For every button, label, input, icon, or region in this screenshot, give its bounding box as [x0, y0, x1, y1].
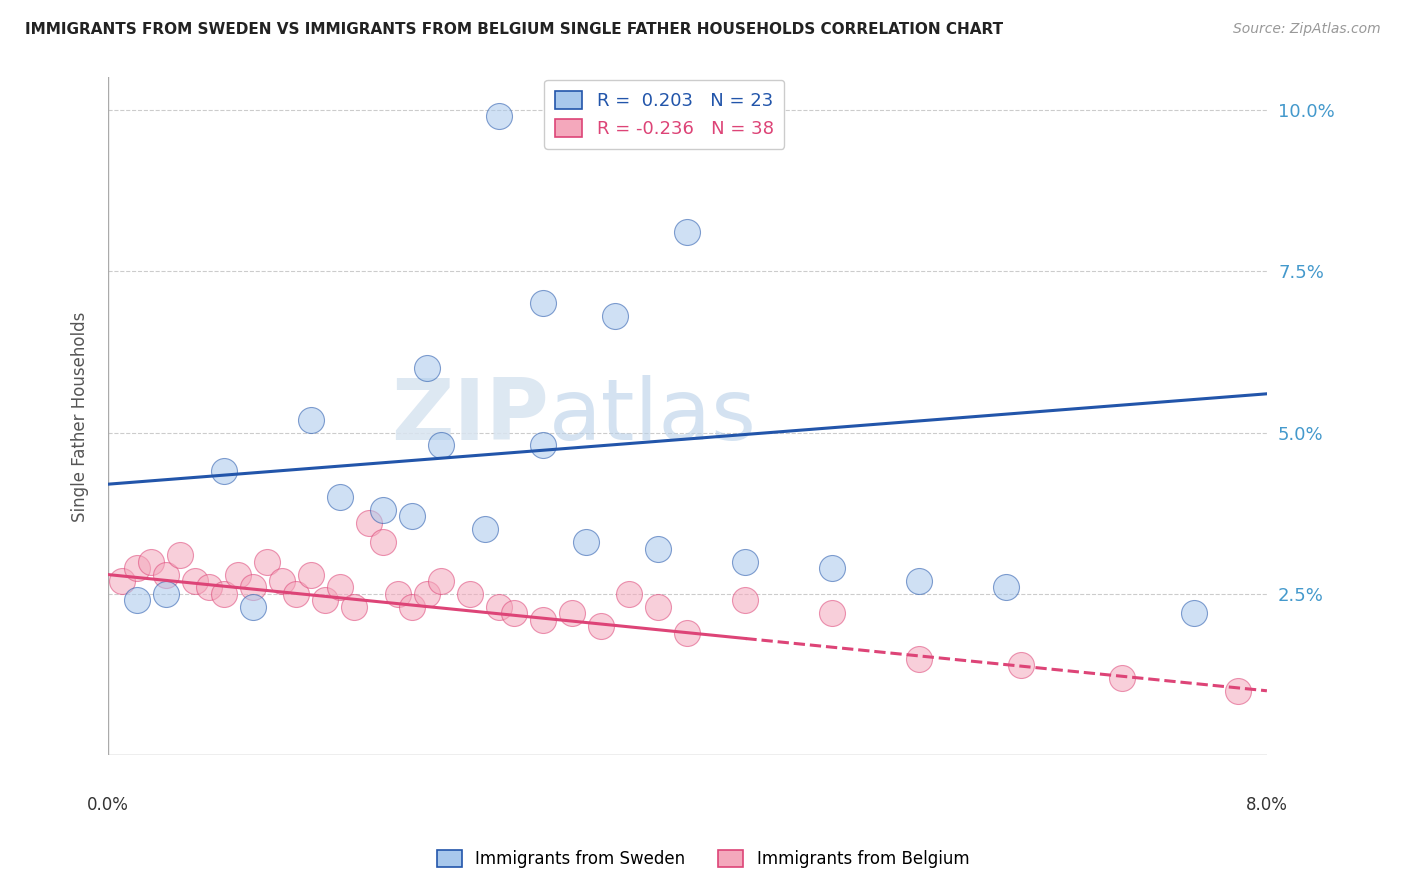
Text: IMMIGRANTS FROM SWEDEN VS IMMIGRANTS FROM BELGIUM SINGLE FATHER HOUSEHOLDS CORRE: IMMIGRANTS FROM SWEDEN VS IMMIGRANTS FRO…: [25, 22, 1004, 37]
Point: [1010, 657, 1032, 672]
Point: [415, 361, 437, 376]
Point: [125, 561, 148, 575]
Text: atlas: atlas: [548, 375, 756, 458]
Point: [676, 226, 699, 240]
Point: [908, 574, 931, 588]
Point: [198, 581, 221, 595]
Point: [734, 555, 756, 569]
Point: [169, 548, 191, 562]
Point: [184, 574, 207, 588]
Point: [589, 619, 612, 633]
Point: [373, 503, 395, 517]
Point: [908, 651, 931, 665]
Y-axis label: Single Father Households: Single Father Households: [72, 311, 89, 522]
Point: [676, 625, 699, 640]
Point: [256, 555, 278, 569]
Point: [575, 535, 598, 549]
Point: [531, 296, 554, 310]
Point: [474, 522, 496, 536]
Point: [155, 567, 177, 582]
Point: [502, 607, 524, 621]
Point: [821, 561, 844, 575]
Point: [155, 587, 177, 601]
Point: [734, 593, 756, 607]
Point: [995, 581, 1018, 595]
Point: [430, 438, 453, 452]
Point: [531, 438, 554, 452]
Point: [488, 109, 510, 123]
Point: [821, 607, 844, 621]
Point: [212, 464, 235, 478]
Point: [430, 574, 453, 588]
Point: [299, 567, 322, 582]
Point: [299, 412, 322, 426]
Point: [212, 587, 235, 601]
Point: [561, 607, 583, 621]
Text: ZIP: ZIP: [391, 375, 548, 458]
Point: [401, 599, 423, 614]
Point: [531, 613, 554, 627]
Text: Source: ZipAtlas.com: Source: ZipAtlas.com: [1233, 22, 1381, 37]
Point: [1226, 683, 1249, 698]
Point: [228, 567, 250, 582]
Point: [647, 541, 669, 556]
Point: [141, 555, 163, 569]
Point: [270, 574, 292, 588]
Point: [647, 599, 669, 614]
Text: 8.0%: 8.0%: [1246, 796, 1288, 814]
Point: [1184, 607, 1206, 621]
Point: [111, 574, 134, 588]
Point: [603, 310, 626, 324]
Point: [314, 593, 336, 607]
Point: [343, 599, 366, 614]
Legend: Immigrants from Sweden, Immigrants from Belgium: Immigrants from Sweden, Immigrants from …: [430, 843, 976, 875]
Point: [329, 581, 352, 595]
Legend: R =  0.203   N = 23, R = -0.236   N = 38: R = 0.203 N = 23, R = -0.236 N = 38: [544, 79, 785, 149]
Point: [329, 490, 352, 504]
Point: [242, 599, 264, 614]
Point: [125, 593, 148, 607]
Point: [387, 587, 409, 601]
Point: [415, 587, 437, 601]
Point: [285, 587, 308, 601]
Point: [373, 535, 395, 549]
Point: [357, 516, 380, 530]
Point: [401, 509, 423, 524]
Text: 0.0%: 0.0%: [87, 796, 129, 814]
Point: [242, 581, 264, 595]
Point: [458, 587, 481, 601]
Point: [488, 599, 510, 614]
Point: [1111, 671, 1133, 685]
Point: [619, 587, 641, 601]
